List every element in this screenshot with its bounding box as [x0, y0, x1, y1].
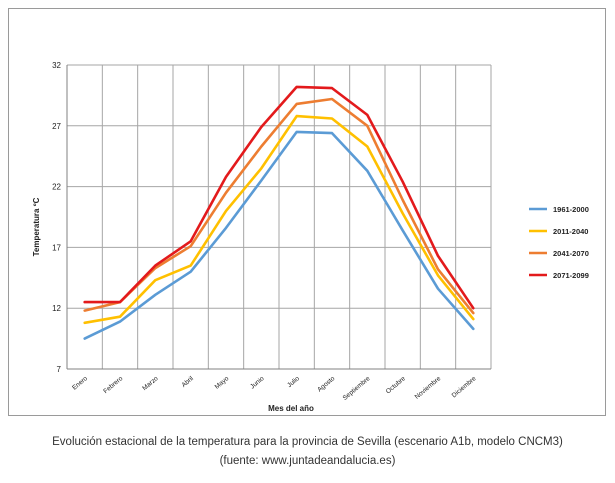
x-tick-label: Febrero: [102, 375, 124, 395]
legend-label: 2071-2099: [553, 271, 589, 280]
x-tick-label: Agosto: [316, 375, 336, 394]
y-tick-label: 22: [52, 183, 61, 192]
x-tick-label: Septiembre: [342, 375, 372, 402]
legend-label: 1961-2000: [553, 205, 589, 214]
series-line-2041-2070: [83, 97, 475, 315]
x-tick-label: Julio: [286, 375, 301, 389]
y-tick-label: 7: [57, 365, 62, 374]
x-tick-label: Mayo: [214, 375, 231, 391]
y-tick-label: 27: [52, 122, 61, 131]
x-tick-label: Marzo: [141, 375, 160, 392]
series-line-1961-2000: [83, 130, 475, 340]
x-tick-label: Abril: [180, 375, 195, 389]
y-tick-label: 17: [52, 243, 61, 252]
x-tick-label: Octubre: [385, 375, 408, 395]
figure-source: (fuente: www.juntadeandalucia.es): [219, 455, 396, 467]
x-tick-label: Junio: [249, 375, 266, 391]
legend-label: 2041-2070: [553, 249, 589, 258]
temperature-line-chart: 7 12 17 22 27 32 Enero Febrero Marzo Abril Mayo Jun…: [32, 61, 589, 413]
x-tick-label: Diciembre: [451, 375, 478, 399]
grid-layer: [66, 64, 492, 370]
y-tick-label: 32: [52, 61, 61, 70]
legend: 1961-2000 2011-2040 2041-2070 2071-2099: [529, 205, 589, 280]
x-tick-label: Noviembre: [414, 375, 443, 401]
chart-frame: 7 12 17 22 27 32 Enero Febrero Marzo Abril Mayo Jun…: [8, 8, 606, 416]
series-line-2071-2099: [83, 85, 475, 310]
figure-caption: Evolución estacional de la temperatura p…: [52, 436, 563, 448]
x-axis-title: Mes del año: [268, 404, 314, 413]
series-line-2011-2040: [83, 114, 475, 325]
series-layer: [83, 85, 475, 340]
y-axis-title: Temperatura ºC: [32, 197, 41, 256]
x-tick-label: Enero: [71, 375, 89, 392]
legend-label: 2011-2040: [553, 227, 588, 236]
y-tick-label: 12: [52, 304, 61, 313]
